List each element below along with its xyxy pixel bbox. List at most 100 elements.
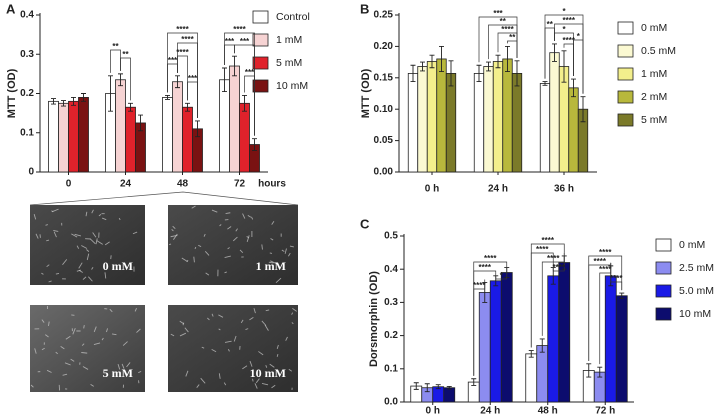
cell	[225, 212, 231, 215]
bar	[443, 387, 456, 403]
micrograph	[168, 305, 298, 392]
cell	[261, 320, 267, 326]
cell	[46, 264, 50, 268]
cell	[91, 209, 94, 214]
panel-label: A	[6, 1, 16, 16]
cell	[255, 378, 260, 384]
error-bar	[495, 54, 501, 69]
significance-label: ****	[176, 48, 189, 57]
bar	[426, 61, 438, 173]
cell	[265, 365, 268, 368]
significance-label: *	[577, 32, 581, 41]
error-bar	[476, 64, 482, 83]
cell	[82, 276, 87, 280]
legend-label: 1 mM	[641, 68, 667, 80]
cell	[269, 252, 273, 254]
significance-label: ****	[553, 263, 566, 272]
image-label: 0 mM	[103, 259, 133, 273]
cell	[291, 322, 294, 325]
y-tick-label: 0.2	[20, 88, 34, 99]
panel-label: B	[360, 1, 369, 16]
cell	[104, 272, 107, 279]
bar	[78, 97, 89, 173]
cell	[271, 384, 276, 389]
y-tick-label: 0.3	[384, 297, 398, 308]
cell	[270, 260, 277, 264]
cell	[72, 328, 76, 335]
significance-bracket	[473, 279, 486, 376]
cell	[90, 238, 96, 244]
bar	[58, 102, 69, 173]
legend-label: 10 mM	[679, 308, 711, 320]
cell	[200, 377, 206, 384]
legend-label: 5 mM	[276, 57, 302, 69]
x-tick-label: 72	[234, 179, 246, 190]
cell	[285, 336, 288, 341]
error-bar	[232, 55, 237, 77]
cell	[85, 211, 88, 217]
legend-swatch	[617, 21, 634, 35]
cell	[246, 235, 250, 242]
cell	[106, 328, 108, 333]
cell	[92, 232, 97, 238]
cell	[76, 245, 80, 249]
cell	[281, 249, 285, 252]
bar	[473, 73, 485, 173]
panel-label: C	[360, 216, 370, 231]
error-bar	[580, 96, 586, 123]
cell	[242, 365, 248, 370]
cell	[284, 248, 287, 254]
cell	[95, 238, 98, 245]
error-bar	[619, 292, 625, 299]
cell	[288, 368, 293, 372]
y-axis-label: MTT (OD)	[360, 68, 372, 118]
significance-label: ****	[484, 254, 497, 263]
significance-label: ****	[599, 248, 612, 257]
significance-label: ****	[563, 36, 576, 45]
legend-swatch	[617, 90, 634, 104]
cell	[173, 233, 178, 240]
cell	[271, 220, 275, 225]
y-tick-label: 0.15	[374, 72, 394, 83]
error-bar	[471, 378, 477, 386]
cell	[276, 344, 279, 350]
cell	[101, 337, 104, 341]
cell	[258, 351, 264, 356]
significance-bracket	[110, 49, 121, 73]
cell	[41, 272, 44, 275]
significance-label: ***	[225, 37, 235, 46]
cell	[126, 362, 131, 368]
significance-label: ****	[594, 257, 607, 266]
significance-bracket	[573, 39, 584, 94]
cell	[48, 280, 52, 283]
image-label: 5 mM	[103, 366, 133, 380]
legend-swatch	[655, 284, 672, 298]
cell	[109, 308, 113, 313]
legend-label: 0 mM	[641, 22, 667, 34]
cell	[93, 326, 97, 333]
cell	[198, 244, 202, 248]
cell	[247, 214, 252, 218]
cell	[203, 233, 206, 237]
cell	[138, 370, 142, 374]
cell	[96, 240, 103, 245]
x-tick-label: 24	[120, 179, 132, 190]
significance-label: ****	[542, 236, 555, 245]
cell	[172, 225, 176, 229]
cell	[65, 335, 71, 340]
cell	[181, 257, 188, 262]
cell	[265, 309, 270, 312]
cell	[101, 217, 107, 221]
cell	[218, 314, 224, 318]
cell	[122, 341, 128, 346]
cell	[245, 328, 249, 331]
error-bar	[185, 102, 190, 112]
legend-label: 2 mM	[641, 91, 667, 103]
y-tick-label: 0.5	[384, 231, 398, 242]
error-bar	[252, 138, 257, 151]
x-tick-label: 72 h	[595, 406, 615, 417]
cell	[132, 231, 138, 235]
cell	[207, 317, 210, 321]
error-bar	[552, 43, 557, 62]
